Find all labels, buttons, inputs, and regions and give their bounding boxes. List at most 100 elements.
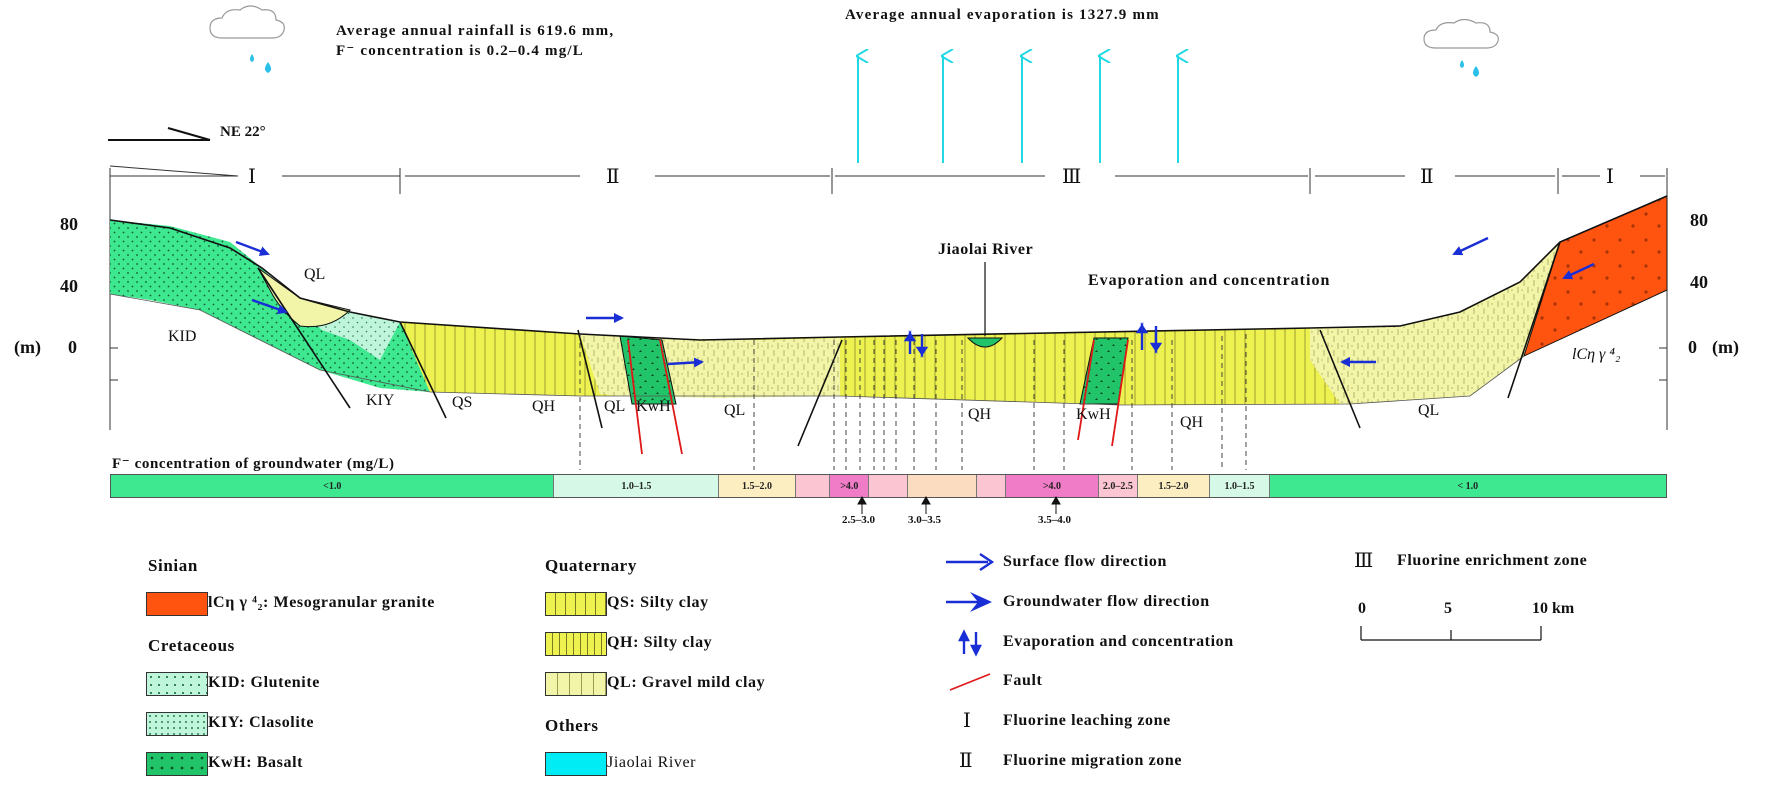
legend-symbols — [946, 553, 995, 691]
conc-callouts — [857, 495, 1061, 514]
left-unit: (m) — [14, 337, 41, 357]
swatch-river — [545, 752, 607, 776]
conc-bar-title: F⁻ concentration of groundwater (mg/L) — [112, 456, 395, 472]
kiy-label: KIY — [366, 392, 395, 409]
river-channel — [966, 337, 1004, 348]
ground-surface — [109, 195, 1668, 341]
conc-segment: >4.0 — [830, 475, 870, 497]
scale-tick-5: 5 — [1444, 600, 1452, 617]
conc-segment: 1.5–2.0 — [719, 475, 796, 497]
callout-3: 3.5–4.0 — [1038, 514, 1071, 526]
conc-segment: >4.0 — [1005, 475, 1100, 497]
left-tick-40: 40 — [60, 276, 78, 296]
zone-label-1: Ⅰ — [248, 166, 256, 188]
conc-segment — [907, 475, 977, 497]
legend-heading-quaternary: Quaternary — [545, 556, 637, 575]
callout-1: 2.5–3.0 — [842, 514, 875, 526]
qh-right-label: QH — [1180, 414, 1204, 431]
swatch-qh — [545, 632, 607, 656]
concentration-bar: <1.0 1.0–1.5 1.5–2.0 >4.0 >4.0 2.0–2.5 1… — [110, 474, 1667, 498]
dashed-boundaries — [579, 334, 1247, 470]
qh-center-label: QH — [968, 406, 992, 423]
kid-label: KID — [168, 328, 197, 345]
legend-leaching: Fluorine leaching zone — [1003, 712, 1171, 729]
evaporation-arrows — [858, 56, 1178, 163]
cloud-icon — [1423, 18, 1499, 77]
conc-segment: < 1.0 — [1269, 475, 1667, 497]
right-unit: (m) — [1712, 337, 1739, 357]
right-tick-40: 40 — [1690, 272, 1708, 292]
conc-segment: 1.0–1.5 — [554, 475, 720, 497]
conc-segment: <1.0 — [111, 475, 555, 497]
legend-heading-cretaceous: Cretaceous — [148, 636, 235, 655]
scale-bar — [1360, 626, 1542, 641]
legend-qs: QS: Silty clay — [607, 594, 709, 611]
callout-2: 3.0–3.5 — [908, 514, 941, 526]
swatch-ql — [545, 672, 607, 696]
conc-segment: 1.0–1.5 — [1210, 475, 1270, 497]
ql-left-label: QL — [304, 266, 326, 283]
legend-migration: Fluorine migration zone — [1003, 752, 1183, 769]
boundary-lines — [257, 241, 1561, 447]
layer-ql-right — [1310, 242, 1560, 404]
legend-kid: KID: Glutenite — [208, 674, 320, 691]
zone-label-2b: Ⅱ — [1420, 166, 1434, 188]
river-label: Jiaolai River — [938, 241, 1034, 258]
evap-conc-icon — [958, 629, 982, 657]
kwh-right-label: KwH — [1076, 406, 1111, 423]
layer-ql-left — [257, 267, 351, 328]
zone-dimension-line — [109, 165, 1668, 430]
groundwater-flow-arrows — [251, 262, 1595, 368]
legend-kwh: KwH: Basalt — [208, 754, 304, 771]
legend-evap-conc: Evaporation and concentration — [1003, 633, 1234, 650]
scale-tick-0: 0 — [1358, 600, 1366, 617]
fluoride-rainfall-text: F⁻ concentration is 0.2–0.4 mg/L — [336, 43, 584, 59]
legend-river: Jiaolai River — [607, 754, 697, 771]
ql-mid-a-label: QL — [604, 398, 626, 415]
legend-ql: QL: Gravel mild clay — [607, 674, 766, 691]
swatch-kid — [146, 672, 208, 696]
granite-label: lCη γ ⁴₂ — [1572, 346, 1621, 363]
geological-cross-section — [108, 5, 1668, 470]
surface-flow-icon — [946, 553, 995, 571]
swatch-qs — [545, 592, 607, 616]
qh-left-label: QH — [532, 398, 556, 415]
evap-conc-label: Evaporation and concentration — [1088, 272, 1331, 289]
legend-kiy: KIY: Clasolite — [208, 714, 315, 731]
legend-qh: QH: Silty clay — [607, 634, 713, 651]
groundwater-flow-icon — [946, 592, 992, 612]
fault-lines — [627, 339, 1129, 455]
enrichment-symbol: Ⅲ — [1354, 550, 1374, 572]
qs-label: QS — [452, 394, 473, 411]
leaching-symbol: Ⅰ — [963, 710, 971, 732]
layer-qs — [400, 322, 540, 394]
layer-base-line — [109, 293, 1525, 406]
legend-surface-flow: Surface flow direction — [1003, 553, 1167, 570]
orientation-label: NE 22° — [220, 124, 266, 140]
conc-segment: 1.5–2.0 — [1137, 475, 1211, 497]
orientation-arrow-icon — [108, 127, 211, 141]
rainfall-text: Average annual rainfall is 619.6 mm, — [336, 23, 615, 39]
zone-label-1b: Ⅰ — [1606, 166, 1614, 188]
legend-granite: lCη γ ⁴₂: Mesogranular granite — [208, 594, 435, 611]
ql-mid-b-label: QL — [724, 402, 746, 419]
migration-symbol: Ⅱ — [959, 750, 973, 772]
layer-qh — [400, 322, 1340, 405]
conc-segment — [869, 475, 908, 497]
left-tick-80: 80 — [60, 214, 78, 234]
right-tick-0: 0 — [1688, 337, 1697, 357]
kwh-left-label: KwH — [636, 398, 671, 415]
fault-icon — [949, 673, 991, 691]
zone-label-2: Ⅱ — [606, 166, 620, 188]
swatch-kwh — [146, 752, 208, 776]
conc-segment — [976, 475, 1006, 497]
legend-heading-others: Others — [545, 716, 599, 735]
legend-heading-sinian: Sinian — [148, 556, 198, 575]
layer-ql-mid — [580, 334, 840, 398]
legend-fault: Fault — [1003, 672, 1043, 689]
scale-tick-10: 10 km — [1532, 600, 1575, 617]
zone-label-3: Ⅲ — [1062, 166, 1082, 188]
conc-segment — [795, 475, 831, 497]
surface-flow-arrows — [235, 236, 1489, 323]
conc-segment: 2.0–2.5 — [1099, 475, 1138, 497]
